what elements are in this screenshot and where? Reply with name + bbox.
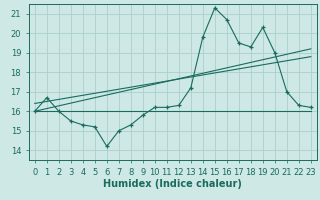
X-axis label: Humidex (Indice chaleur): Humidex (Indice chaleur) (103, 179, 242, 189)
